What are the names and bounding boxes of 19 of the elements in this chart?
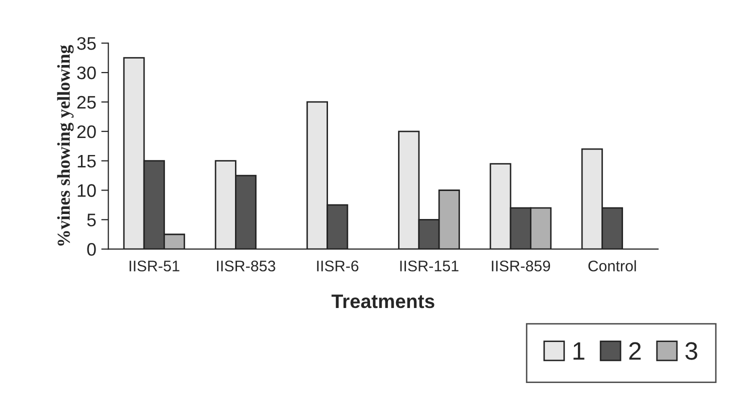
y-tick-label: 20: [77, 125, 96, 138]
legend-label: 1: [574, 342, 584, 360]
y-tick-label: 35: [77, 37, 96, 50]
x-tick-label: IISR-6: [317, 260, 358, 272]
y-tick-label: 15: [78, 154, 96, 168]
y-tick-label: 10: [78, 184, 96, 197]
y-tick-label: 30: [77, 66, 96, 80]
x-tick-label: IISR-859: [492, 260, 550, 272]
x-tick-label: Control: [588, 260, 636, 272]
x-tick-label: IISR-151: [400, 260, 458, 272]
x-tick-label: IISR-853: [217, 260, 276, 272]
x-axis-title: Treatments: [332, 294, 434, 308]
y-tick-label: 5: [87, 214, 96, 226]
y-tick-label: 25: [77, 96, 96, 109]
x-tick-label: IISR-51: [130, 260, 180, 272]
y-tick-label: 0: [87, 243, 96, 256]
legend-label: 3: [685, 342, 698, 360]
legend-label: 2: [629, 342, 641, 360]
y-axis-title: %vines showing yellowing: [57, 44, 74, 246]
